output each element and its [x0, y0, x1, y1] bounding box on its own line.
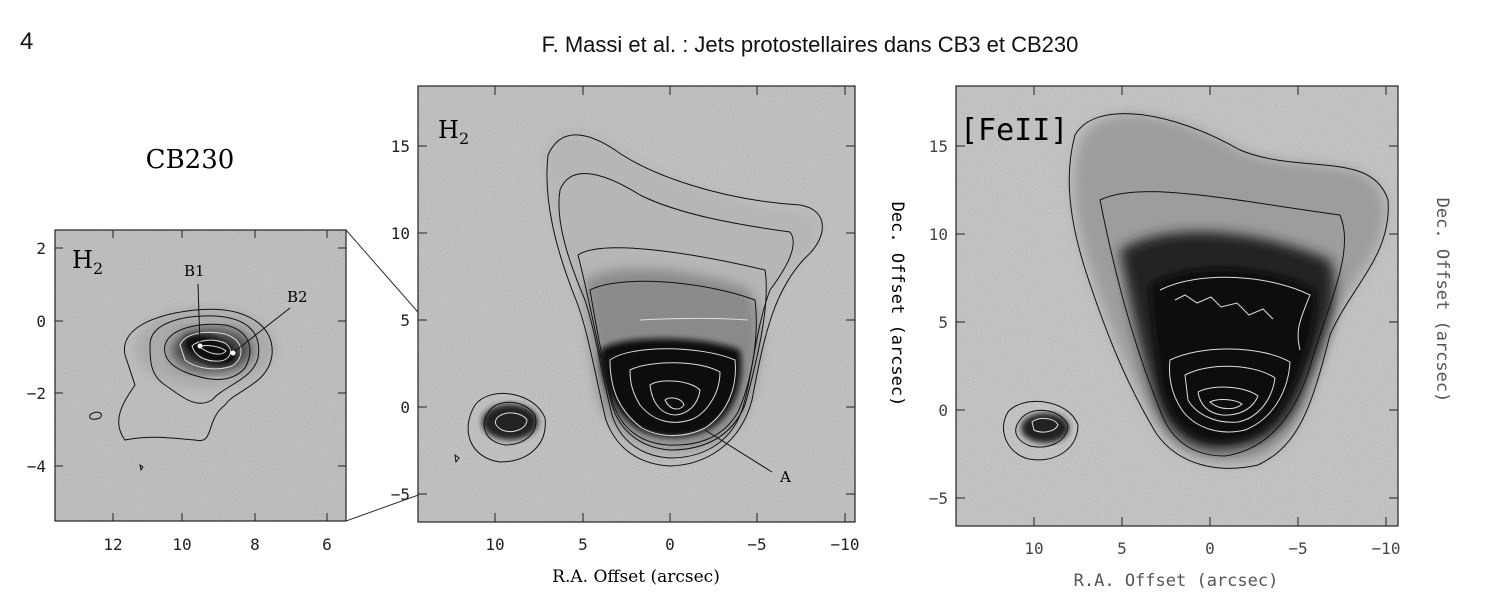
inset-y-tick-label: −4: [27, 457, 46, 476]
feii-emission: [1003, 113, 1389, 469]
h2-x-tick-label: 10: [485, 535, 504, 554]
h2-y-tick-label: 5: [400, 311, 410, 330]
feii-species-label: [FeII]: [960, 113, 1068, 148]
h2-y-axis-label: Dec. Offset (arcsec): [887, 202, 907, 407]
feii-y-tick-label: −5: [929, 489, 948, 508]
inset-y-tick-label: 2: [36, 239, 46, 258]
h2-x-tick-label: −5: [747, 535, 766, 554]
annotation-b2: B2: [287, 288, 308, 306]
b2-pointer: [233, 307, 291, 353]
inset-y-ticks: [55, 247, 346, 467]
h2-x-tick-label: −10: [831, 535, 860, 554]
feii-y-tick-label: 15: [929, 137, 948, 156]
feii-x-tick-label: 10: [1024, 539, 1043, 558]
feii-x-tick-label: 0: [1205, 539, 1215, 558]
b1-pointer: [197, 283, 201, 346]
feii-x-tick-label: −5: [1288, 539, 1307, 558]
running-head: F. Massi et al. : Jets protostellaires d…: [541, 32, 1079, 57]
h2-y-tick-label: 10: [391, 224, 410, 243]
h2-species-label: H2: [438, 116, 469, 148]
feii-panel: 10 5 0 −5 −10 15 10 5 0 −5 R.A. Offset (…: [929, 85, 1452, 591]
h2-frame: [417, 85, 856, 523]
inset-y-tick-label: −2: [27, 384, 46, 403]
inset-x-ticks: [112, 230, 328, 521]
a-pointer: [704, 429, 773, 473]
inset-x-tick-label: 10: [172, 535, 191, 554]
inset-x-tick-label: 12: [103, 535, 122, 554]
inset-emission: [89, 308, 275, 472]
h2-x-axis-label: R.A. Offset (arcsec): [552, 567, 720, 587]
inset-x-tick-label: 6: [322, 535, 332, 554]
h2-x-tick-label: 0: [665, 535, 675, 554]
feii-x-tick-label: 5: [1117, 539, 1127, 558]
h2-y-tick-label: 15: [391, 137, 410, 156]
h2-x-tick-label: 5: [578, 535, 588, 554]
annotation-a: A: [779, 468, 791, 486]
feii-ticks: [956, 86, 1398, 526]
inset-x-tick-label: 8: [250, 535, 260, 554]
h2-ticks: [418, 86, 855, 522]
feii-frame: [955, 85, 1399, 527]
inset-frame: [54, 229, 347, 522]
feii-y-tick-label: 0: [938, 401, 948, 420]
h2-y-tick-label: 0: [400, 398, 410, 417]
h2-y-tick-label: −5: [391, 485, 410, 504]
inset-panel: CB230: [27, 145, 347, 554]
annotation-b1: B1: [184, 262, 205, 280]
feii-x-tick-label: −10: [1372, 539, 1401, 558]
h2-emission: [454, 129, 823, 467]
inset-y-tick-label: 0: [36, 312, 46, 331]
h2-panel: 10 5 0 −5 −10 15 10 5 0 −5 R.A. Offset (…: [391, 85, 907, 587]
feii-x-axis-label: R.A. Offset (arcsec): [1074, 571, 1279, 591]
feii-y-tick-label: 10: [929, 225, 948, 244]
inset-title: CB230: [146, 145, 235, 175]
b1-marker: [197, 343, 203, 349]
feii-y-tick-label: 5: [938, 313, 948, 332]
b2-marker: [230, 350, 236, 356]
page-number: 4: [20, 28, 34, 55]
feii-y-axis-label: Dec. Offset (arcsec): [1432, 198, 1452, 403]
inset-species-label: H2: [72, 246, 103, 278]
